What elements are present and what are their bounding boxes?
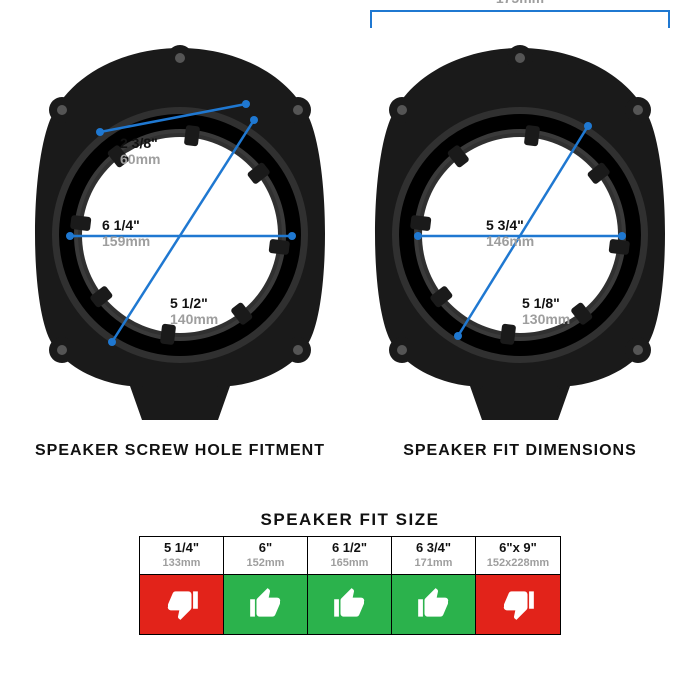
thumbs-up-icon: [392, 574, 475, 634]
fit-column: 5 1/4"133mm: [140, 537, 224, 634]
fit-column-header: 6 1/2"165mm: [308, 537, 391, 574]
overall-width-bracket: [370, 10, 670, 28]
thumbs-up-icon: [224, 574, 307, 634]
overall-width-metric: 175mm: [496, 0, 544, 6]
overall-width-measure: 6 7/8" 175mm: [370, 10, 670, 28]
fit-column: 6"x 9"152x228mm: [476, 537, 560, 634]
fit-column: 6 1/2"165mm: [308, 537, 392, 634]
diagram-area: 6 7/8" 175mm 2 3/8"60mm6 1/4"159mm5 1/2"…: [0, 0, 700, 460]
fit-column: 6 3/4"171mm: [392, 537, 476, 634]
fit-table-title: SPEAKER FIT SIZE: [139, 510, 561, 530]
fit-column: 6"152mm: [224, 537, 308, 634]
fit-table: 5 1/4"133mm6"152mm6 1/2"165mm6 3/4"171mm…: [139, 536, 561, 635]
right-speaker-ring: 5 3/4"146mm5 1/8"130mm: [370, 40, 670, 420]
right-caption: SPEAKER FIT DIMENSIONS: [370, 442, 670, 460]
thumbs-up-icon: [308, 574, 391, 634]
fit-column-header: 6 3/4"171mm: [392, 537, 475, 574]
thumbs-down-icon: [476, 574, 560, 634]
fit-column-header: 6"x 9"152x228mm: [476, 537, 560, 574]
left-caption: SPEAKER SCREW HOLE FITMENT: [30, 442, 330, 460]
fit-column-header: 5 1/4"133mm: [140, 537, 223, 574]
fit-column-header: 6"152mm: [224, 537, 307, 574]
thumbs-down-icon: [140, 574, 223, 634]
right-ring-svg: [370, 40, 670, 420]
left-ring-svg: [30, 40, 330, 420]
left-speaker-ring: 2 3/8"60mm6 1/4"159mm5 1/2"140mm: [30, 40, 330, 420]
fit-table-section: SPEAKER FIT SIZE 5 1/4"133mm6"152mm6 1/2…: [139, 510, 561, 635]
